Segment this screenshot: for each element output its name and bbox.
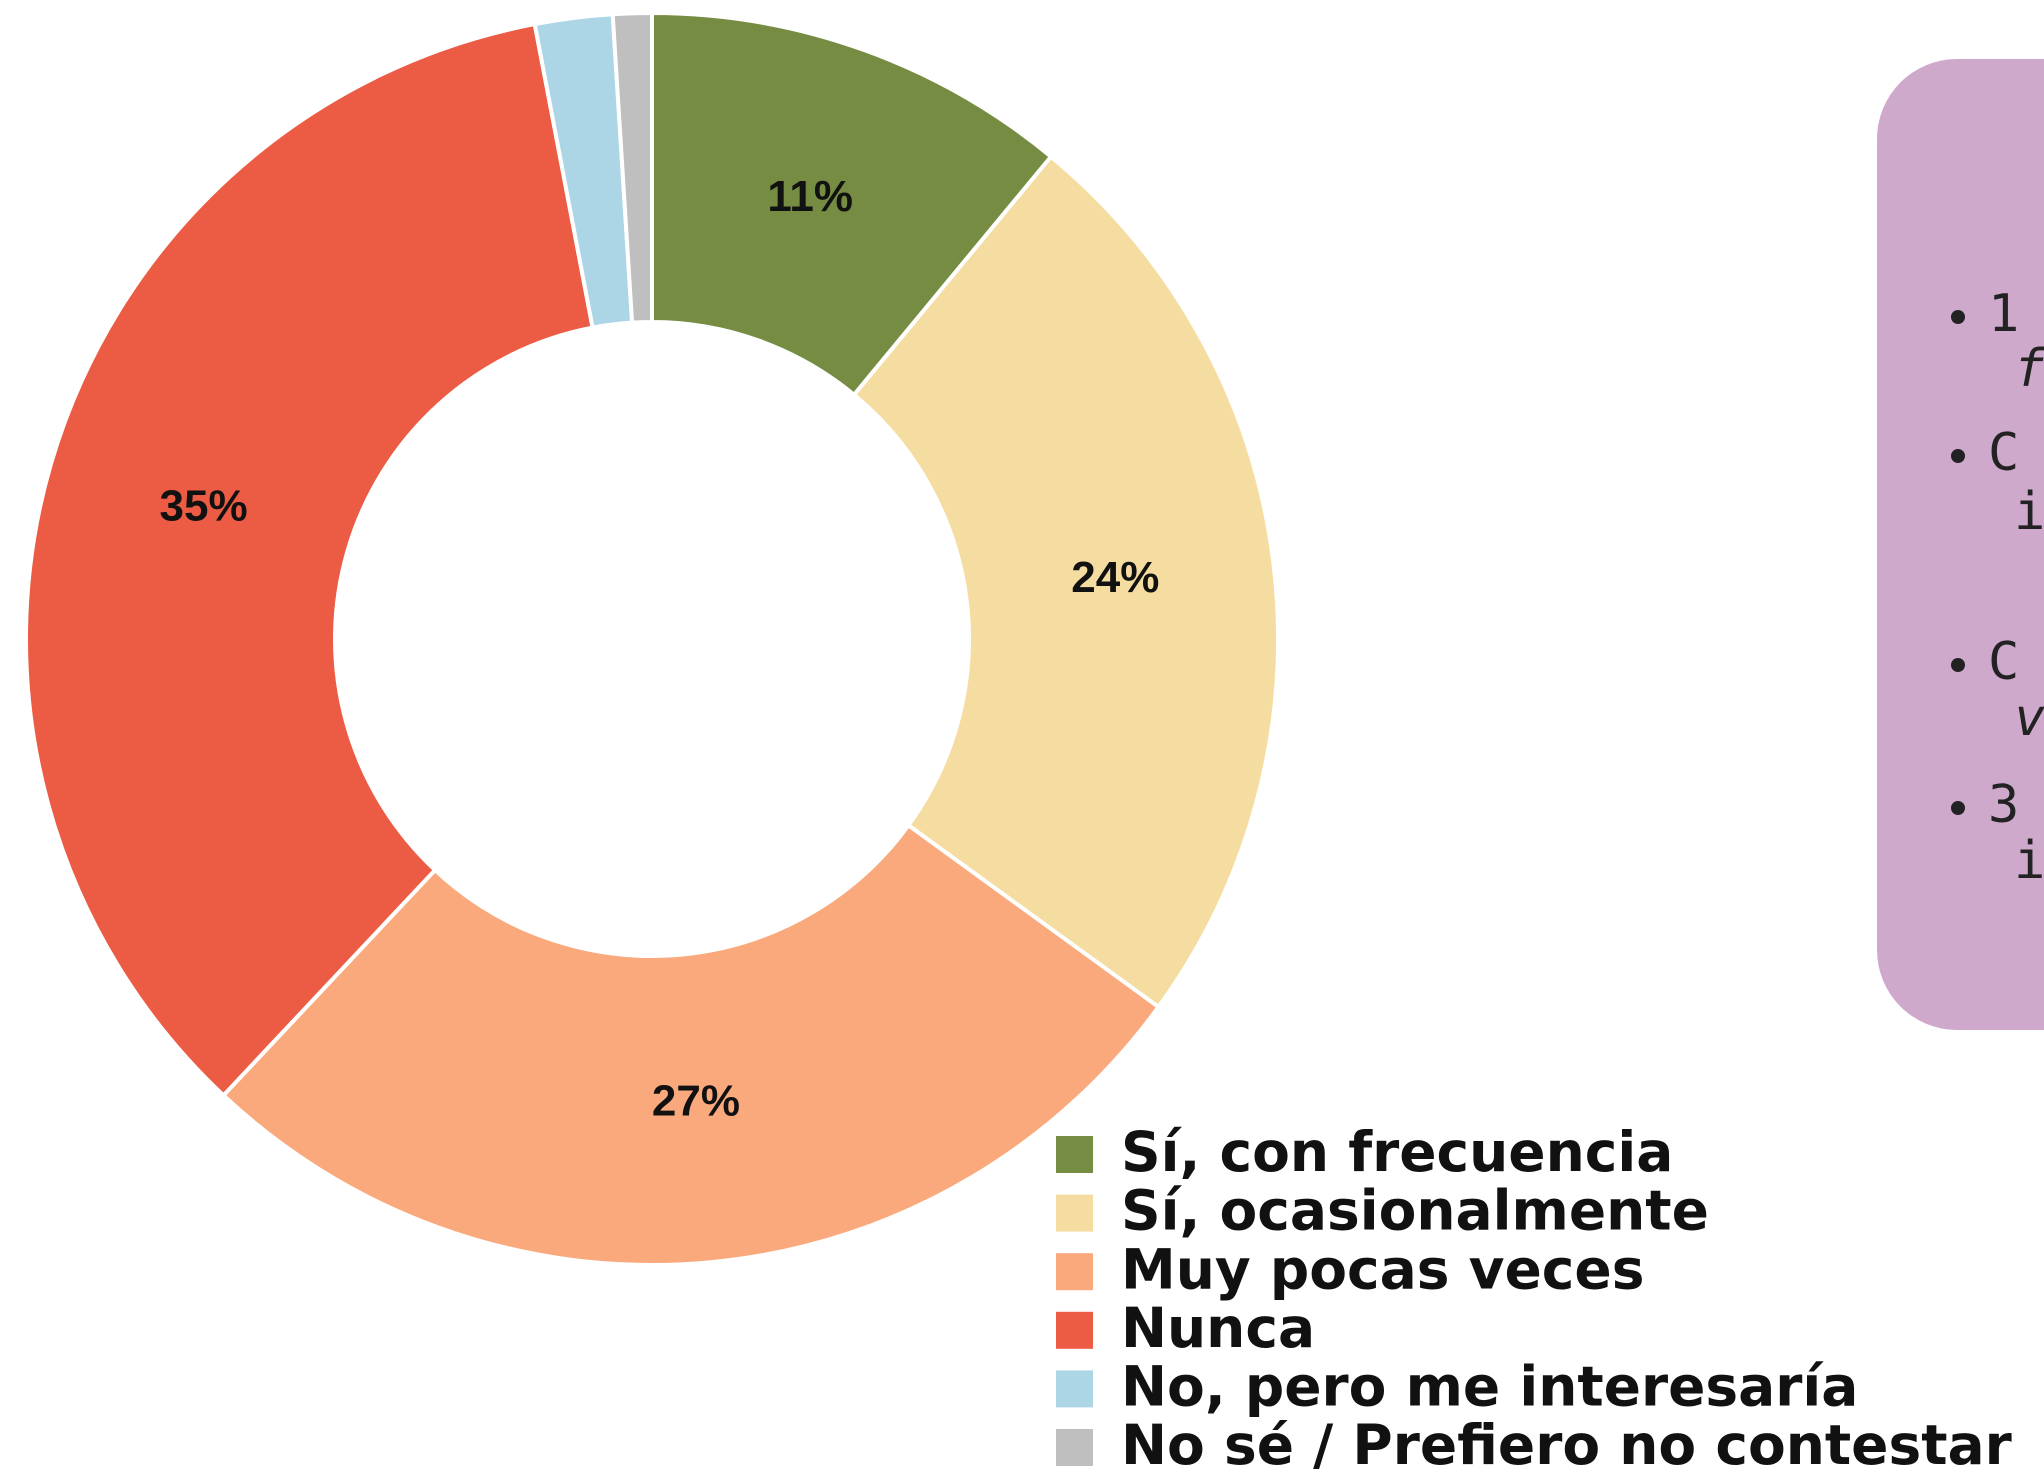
bullet: [1951, 801, 1965, 815]
panel-text: v: [2014, 688, 2044, 748]
panel-text: 1: [1988, 284, 2019, 344]
legend-label: No, pero me interesaría: [1121, 1355, 1858, 1419]
legend-swatch: [1056, 1194, 1093, 1232]
panel-text: f: [2014, 339, 2044, 399]
legend-label: Muy pocas veces: [1121, 1237, 1644, 1301]
panel-text: C: [1988, 632, 2019, 692]
slice: [650, 10, 1054, 398]
data-label: 27%: [652, 1077, 740, 1126]
data-label: 35%: [160, 481, 248, 530]
slice: [24, 21, 595, 1099]
bullet: [1951, 449, 1965, 463]
panel-text: 3: [1988, 775, 2019, 835]
bullet: [1951, 658, 1965, 672]
legend-swatch: [1056, 1253, 1093, 1291]
legend-label: Nunca: [1121, 1296, 1315, 1360]
panel-text: in: [2014, 482, 2044, 542]
legend-swatch: [1056, 1136, 1093, 1173]
panel-text: in: [2014, 831, 2044, 891]
legend-swatch: [1056, 1370, 1093, 1408]
bullet: [1951, 310, 1965, 324]
panel-text: C: [1988, 423, 2019, 483]
slice: [610, 10, 654, 325]
legend-label: No sé / Prefiero no contestar: [1121, 1413, 2012, 1477]
info-panel: [1877, 59, 2044, 1030]
slice: [851, 153, 1280, 1010]
slice: [220, 822, 1162, 1267]
legend-label: Sí, ocasionalmente: [1121, 1179, 1709, 1243]
data-label: 11%: [767, 172, 853, 221]
legend-label: Sí, con frecuencia: [1121, 1120, 1673, 1184]
legend-swatch: [1056, 1429, 1093, 1466]
data-label: 24%: [1071, 553, 1159, 602]
legend-swatch: [1056, 1311, 1093, 1349]
